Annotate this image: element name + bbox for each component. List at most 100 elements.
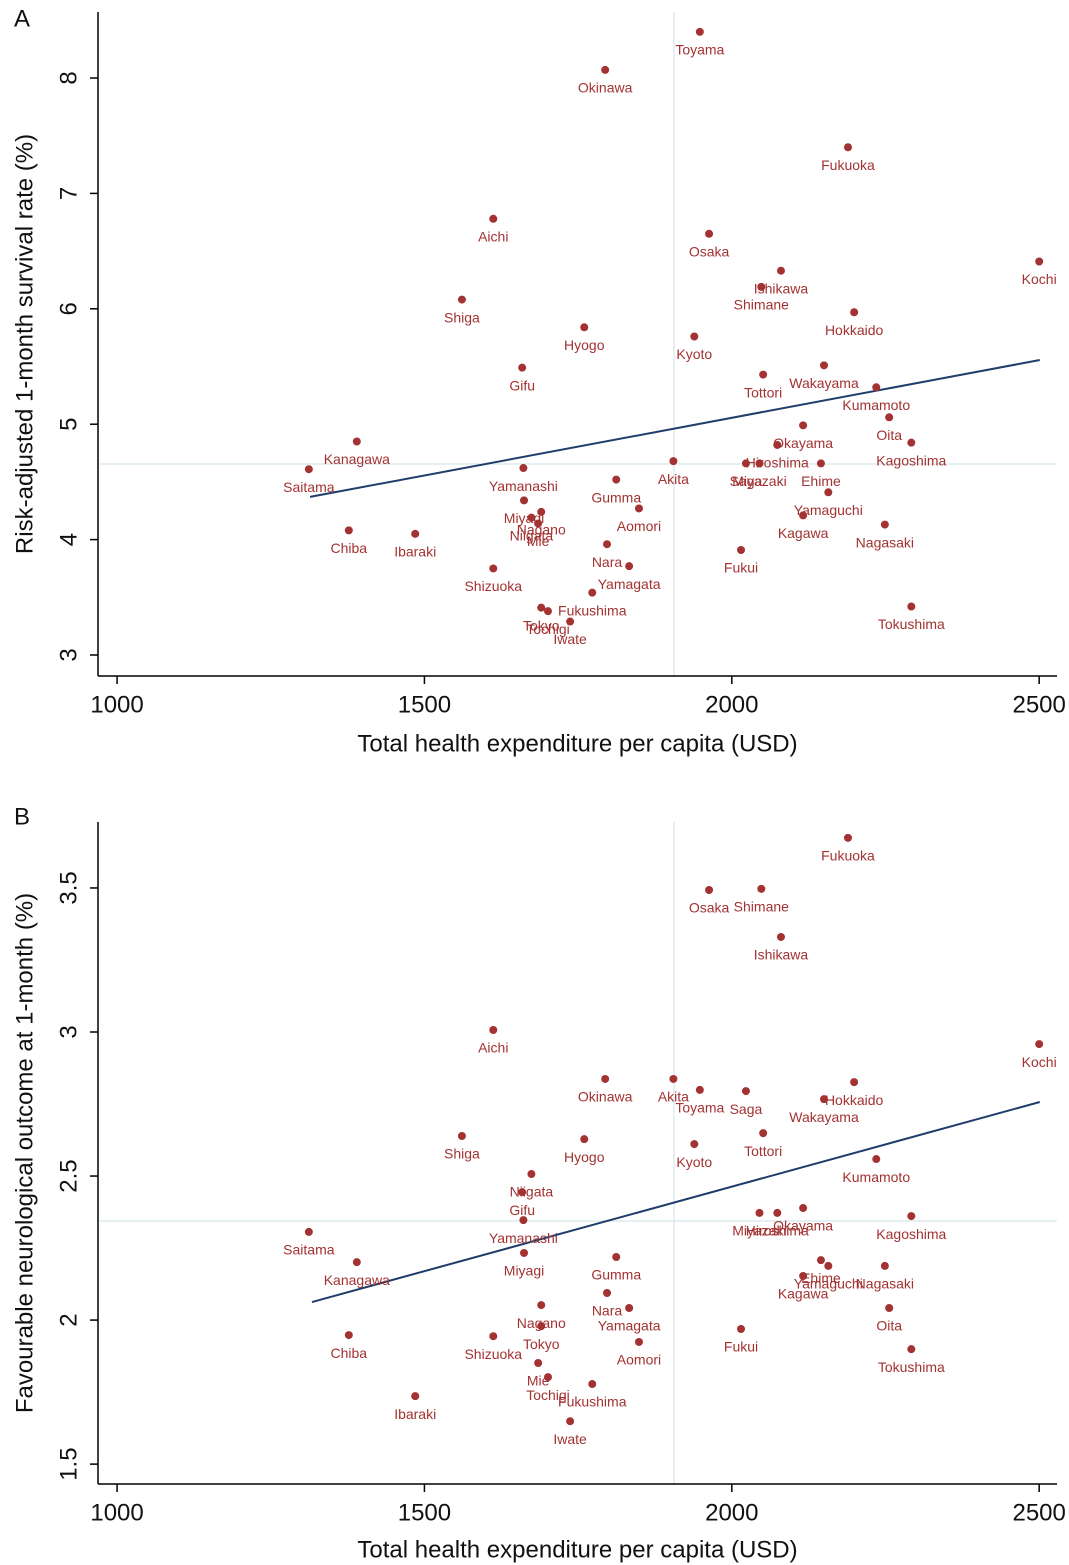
point-label: Kanagawa [324, 1272, 390, 1288]
point-label: Shiga [444, 1146, 480, 1162]
point [625, 562, 634, 571]
y-tick-label: 4 [55, 533, 82, 546]
point [816, 1256, 825, 1265]
point-label: Ibaraki [394, 544, 436, 560]
point [489, 564, 498, 573]
point [580, 1135, 589, 1144]
point-label: Hokkaido [825, 322, 884, 338]
point-label: Miyagi [504, 510, 544, 526]
point [489, 1025, 498, 1034]
point [519, 464, 528, 473]
point [737, 545, 746, 554]
y-tick-label: 8 [55, 71, 82, 84]
point [543, 607, 552, 616]
point [757, 884, 766, 893]
point-label: Kagoshima [876, 1226, 946, 1242]
point-label: Miyazaki [732, 1223, 786, 1239]
point [1035, 257, 1044, 266]
point [603, 1289, 612, 1298]
point-label: Yamanashi [489, 1230, 558, 1246]
point [588, 1380, 597, 1389]
point [537, 507, 546, 516]
point-label: Fukuoka [821, 848, 875, 864]
point-label: Aomori [617, 518, 661, 534]
point [669, 1074, 678, 1083]
point-label: Iwate [553, 1431, 587, 1447]
point-label: Wakayama [789, 375, 859, 391]
point-label: Kyoto [676, 346, 712, 362]
point [527, 513, 536, 522]
point [872, 383, 881, 392]
point-label: Niigata [510, 527, 554, 543]
x-tick-label: 2500 [1012, 691, 1065, 718]
x-axis-title: Total health expenditure per capita (USD… [357, 1536, 797, 1563]
point-label: Yamaguchi [794, 502, 863, 518]
point-label: Okinawa [578, 1089, 633, 1105]
point-label: Wakayama [789, 1109, 859, 1125]
point-label: Shimane [734, 899, 789, 915]
point [872, 1155, 881, 1164]
point [518, 363, 527, 372]
point-label: Ishikawa [754, 947, 809, 963]
point-label: Nagasaki [856, 534, 914, 550]
y-tick-label: 3.5 [55, 871, 82, 904]
point [816, 459, 825, 468]
point [907, 438, 916, 447]
point [773, 440, 782, 449]
point [352, 437, 361, 446]
point-label: Gifu [509, 377, 535, 393]
point-label: Okayama [773, 1218, 833, 1234]
point [634, 1337, 643, 1346]
point [601, 65, 610, 74]
point [843, 143, 852, 152]
x-tick-label: 2000 [705, 691, 758, 718]
fit-line [309, 359, 1040, 498]
point-label: Aomori [617, 1352, 661, 1368]
point [820, 361, 829, 370]
point [824, 488, 833, 497]
point [885, 1303, 894, 1312]
point-label: Okinawa [578, 80, 633, 96]
point [799, 1272, 808, 1281]
point-label: Kochi [1022, 271, 1057, 287]
point-label: Oita [876, 1318, 902, 1334]
point-label: Hiroshima [746, 455, 809, 471]
point-label: Nagasaki [856, 1276, 914, 1292]
point [534, 519, 543, 528]
point-label: Niigata [510, 1184, 554, 1200]
point-label: Ehime [801, 473, 841, 489]
point [690, 332, 699, 341]
panel-label: A [14, 5, 30, 32]
point [588, 588, 597, 597]
y-axis-title: Risk-adjusted 1-month survival rate (%) [11, 134, 38, 554]
point-label: Nagano [517, 522, 566, 538]
x-axis-title: Total health expenditure per capita (USD… [357, 730, 797, 757]
point [566, 1417, 575, 1426]
point [880, 520, 889, 529]
point [527, 1170, 536, 1179]
point [520, 1248, 529, 1257]
x-tick-label: 1000 [90, 691, 143, 718]
point [695, 1085, 704, 1094]
point-label: Tottori [744, 384, 782, 400]
point [537, 1301, 546, 1310]
point-label: Kagawa [778, 1286, 829, 1302]
point [695, 27, 704, 36]
point [352, 1258, 361, 1267]
point-label: Shizuoka [464, 578, 522, 594]
point-label: Tochigi [526, 1387, 570, 1403]
point [344, 1331, 353, 1340]
y-tick-label: 2.5 [55, 1159, 82, 1192]
point-label: Aichi [478, 1040, 508, 1056]
point [566, 617, 575, 626]
point-label: Miyazaki [732, 473, 786, 489]
point [759, 1129, 768, 1138]
x-tick-label: 1000 [90, 1499, 143, 1526]
x-tick-label: 2000 [705, 1499, 758, 1526]
x-tick-label: 2500 [1012, 1499, 1065, 1526]
x-tick-label: 1500 [398, 1499, 451, 1526]
point-label: Osaka [689, 900, 730, 916]
point-label: Akita [658, 1089, 689, 1105]
point [843, 833, 852, 842]
point-label: Akita [658, 471, 689, 487]
